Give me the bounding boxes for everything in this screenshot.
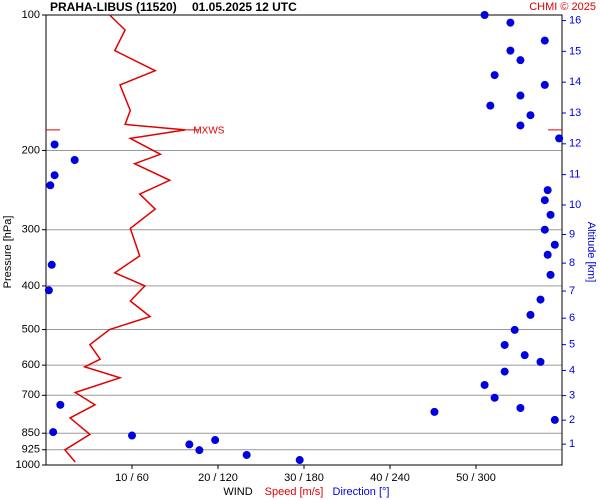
direction-point [546,210,555,219]
credit: CHMI © 2025 [529,1,596,13]
direction-point [500,340,509,349]
direction-point [543,250,552,259]
direction-point [295,456,304,465]
y2-tick-label: 1 [569,438,575,450]
y2-tick-label: 11 [569,169,580,181]
y-tick-label: 400 [22,280,40,292]
direction-point [516,403,525,412]
direction-point [546,270,555,279]
direction-point [540,196,549,205]
y2-tick-label: 14 [569,76,581,88]
direction-point [480,11,489,19]
y-tick-label: 500 [22,323,40,335]
y2-tick-label: 7 [569,285,575,297]
direction-point [50,171,59,180]
direction-point [50,140,59,149]
direction-point [49,428,58,437]
direction-point [56,400,65,409]
legend-speed: Speed [m/s] [265,486,324,498]
direction-point [44,286,53,295]
y2-tick-label: 15 [569,45,581,57]
y-axis-label: Pressure [hPa] [2,216,14,289]
y2-tick-label: 9 [569,228,575,240]
y-tick-label: 200 [22,144,40,156]
x-tick-label: 50 / 300 [456,472,496,484]
y2-tick-label: 12 [569,138,581,150]
direction-point [550,415,559,424]
y-tick-label: 925 [22,444,40,456]
x-tick-label: 30 / 180 [284,472,324,484]
direction-point [211,436,220,445]
y2-tick-label: 5 [569,339,575,351]
direction-point [540,36,549,45]
direction-point [185,440,194,449]
direction-point [486,101,495,110]
direction-point [536,295,545,304]
direction-point [506,46,515,55]
x-tick-label: 20 / 120 [198,472,238,484]
chart-subtitle: 01.05.2025 12 UTC [192,0,297,14]
direction-point [500,367,509,376]
direction-point [526,111,535,120]
direction-point [526,310,535,319]
direction-point [540,80,549,89]
y-tick-label: 1000 [16,459,40,471]
direction-point [506,18,515,27]
y2-tick-label: 8 [569,257,575,269]
legend-direction: Direction [°] [333,486,390,498]
direction-point [46,181,55,190]
direction-point [47,260,56,269]
y-tick-label: 700 [22,389,40,401]
y2-tick-label: 4 [569,364,575,376]
x-tick-label: 10 / 60 [115,472,149,484]
direction-point [430,407,439,416]
y2-tick-label: 16 [569,14,581,26]
direction-point [550,240,559,249]
y2-tick-label: 3 [569,390,575,402]
direction-point [195,446,204,455]
direction-point [128,431,136,440]
y-tick-label: 100 [22,9,40,21]
direction-point [516,121,525,130]
speed-line [63,14,186,463]
x-axis-label: WIND [223,486,252,498]
direction-point [536,357,545,366]
direction-point [555,134,564,143]
chart-title: PRAHA-LIBUS (11520) [50,0,177,14]
direction-point [543,186,552,195]
direction-point [510,325,519,334]
direction-point [490,393,499,402]
direction-point [70,155,79,164]
y2-tick-label: 2 [569,414,575,426]
y2-tick-label: 6 [569,312,575,324]
y-tick-label: 300 [22,224,40,236]
direction-point [242,450,251,459]
direction-point [516,56,525,65]
direction-point [540,225,549,234]
direction-point [480,380,489,389]
direction-point [520,351,529,360]
direction-point [490,71,499,80]
mxws-label: MXWS [193,126,224,137]
y-tick-label: 850 [22,427,40,439]
y2-tick-label: 13 [569,107,581,119]
y-tick-label: 600 [22,359,40,371]
x-tick-label: 40 / 240 [370,472,410,484]
y2-axis-label: Altitude [km] [585,222,597,283]
direction-point [516,91,525,100]
plot-frame [45,14,563,466]
y2-tick-label: 10 [569,199,581,211]
